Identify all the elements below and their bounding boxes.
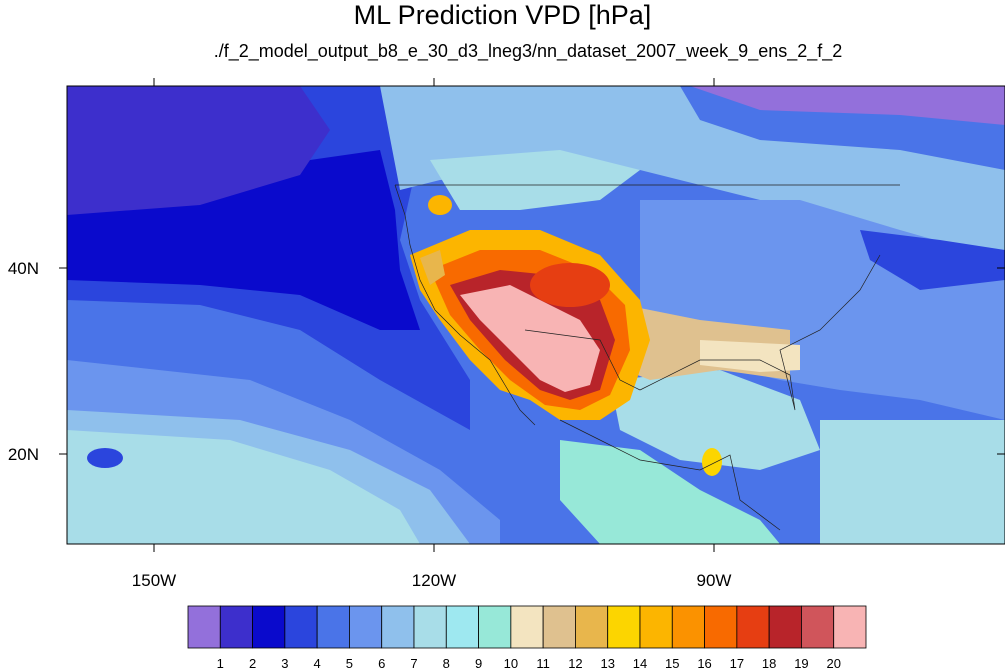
- colorbar-label: 6: [378, 656, 385, 671]
- gulf-atlantic-coastline: [639, 254, 881, 411]
- lat-label-40n: 40N: [8, 259, 39, 278]
- colorbar-swatch: [768, 605, 802, 649]
- colorbar-swatch: [445, 605, 479, 649]
- colorbar-label: 2: [249, 656, 256, 671]
- colorbar-swatch: [671, 605, 705, 649]
- colorbar-swatch: [478, 605, 512, 649]
- gulf-alaska-region: [67, 86, 330, 215]
- hawaii-region: [87, 448, 123, 468]
- colorbar-label: 19: [794, 656, 808, 671]
- northeast-coast-region: [860, 230, 1005, 290]
- colorbar-label: 14: [633, 656, 647, 671]
- gulf-of-mexico: [610, 370, 820, 470]
- colorbar-swatch: [349, 605, 383, 649]
- colorbar-swatch: [704, 605, 738, 649]
- great-plains-max: [530, 263, 610, 307]
- colorbar-swatch: [252, 605, 286, 649]
- colorbar-swatch: [607, 605, 641, 649]
- colorbar-swatch: [187, 605, 221, 649]
- colorbar-swatch: [413, 605, 447, 649]
- yucatan-region: [702, 448, 722, 476]
- colorbar-label: 15: [665, 656, 679, 671]
- gulf-coast-region: [700, 340, 800, 372]
- colorbar-label: 1: [217, 656, 224, 671]
- colorbar-label: 10: [504, 656, 518, 671]
- colorbar-swatch: [510, 605, 544, 649]
- colorbar-swatch: [316, 605, 350, 649]
- colorbar-swatch: [833, 605, 867, 649]
- colorbar-label: 11: [536, 656, 550, 671]
- colorbar-label: 13: [600, 656, 614, 671]
- colorbar-label: 20: [826, 656, 840, 671]
- colorbar-swatch: [639, 605, 673, 649]
- lat-label-20n: 20N: [8, 445, 39, 464]
- colorbar-label: 16: [697, 656, 711, 671]
- colorbar-label: 9: [475, 656, 482, 671]
- colorbar-label: 4: [314, 656, 321, 671]
- hudson-bay-region: [690, 86, 1005, 125]
- tropical-band: [67, 430, 420, 544]
- colorbar-swatch: [219, 605, 253, 649]
- colorbar: 1 2 3 4 5 6 7 8 9 10 11 12 13 14 15 16 17 18 19 20: [187, 605, 867, 671]
- prairie-region: [430, 150, 640, 210]
- lon-label-120w: 120W: [412, 571, 456, 590]
- northwest-dry-patch: [428, 195, 452, 215]
- map-title: ML Prediction VPD [hPa]: [353, 0, 652, 30]
- colorbar-label: 7: [410, 656, 417, 671]
- colorbar-label: 8: [443, 656, 450, 671]
- coastlines: [394, 184, 900, 531]
- axis-ticks: [59, 78, 1005, 552]
- southwest-desert-region: [460, 285, 600, 392]
- california-dry-patch: [420, 250, 445, 285]
- pacific-coastline: [394, 184, 536, 426]
- colorbar-swatch: [736, 605, 770, 649]
- colorbar-swatch: [575, 605, 609, 649]
- colorbar-label: 17: [730, 656, 744, 671]
- us-mexico-border: [524, 329, 641, 391]
- caribbean-region: [820, 420, 1005, 544]
- central-america: [560, 440, 780, 544]
- colorbar-swatch: [381, 605, 415, 649]
- colorbar-label: 5: [346, 656, 353, 671]
- colorbar-label: 3: [281, 656, 288, 671]
- colorbar-swatch: [284, 605, 318, 649]
- colorbar-swatch: [801, 605, 835, 649]
- colorbar-label: 12: [568, 656, 582, 671]
- map-subtitle: ./f_2_model_output_b8_e_30_d3_lneg3/nn_d…: [213, 41, 843, 61]
- lon-label-90w: 90W: [697, 571, 732, 590]
- mexico-coastline: [559, 419, 781, 531]
- vpd-field: [67, 86, 1005, 544]
- north-pacific-core: [67, 150, 420, 330]
- plot-frame: [66, 85, 1005, 545]
- colorbar-label: 18: [762, 656, 776, 671]
- colorbar-swatch: [542, 605, 576, 649]
- lon-label-150w: 150W: [132, 571, 176, 590]
